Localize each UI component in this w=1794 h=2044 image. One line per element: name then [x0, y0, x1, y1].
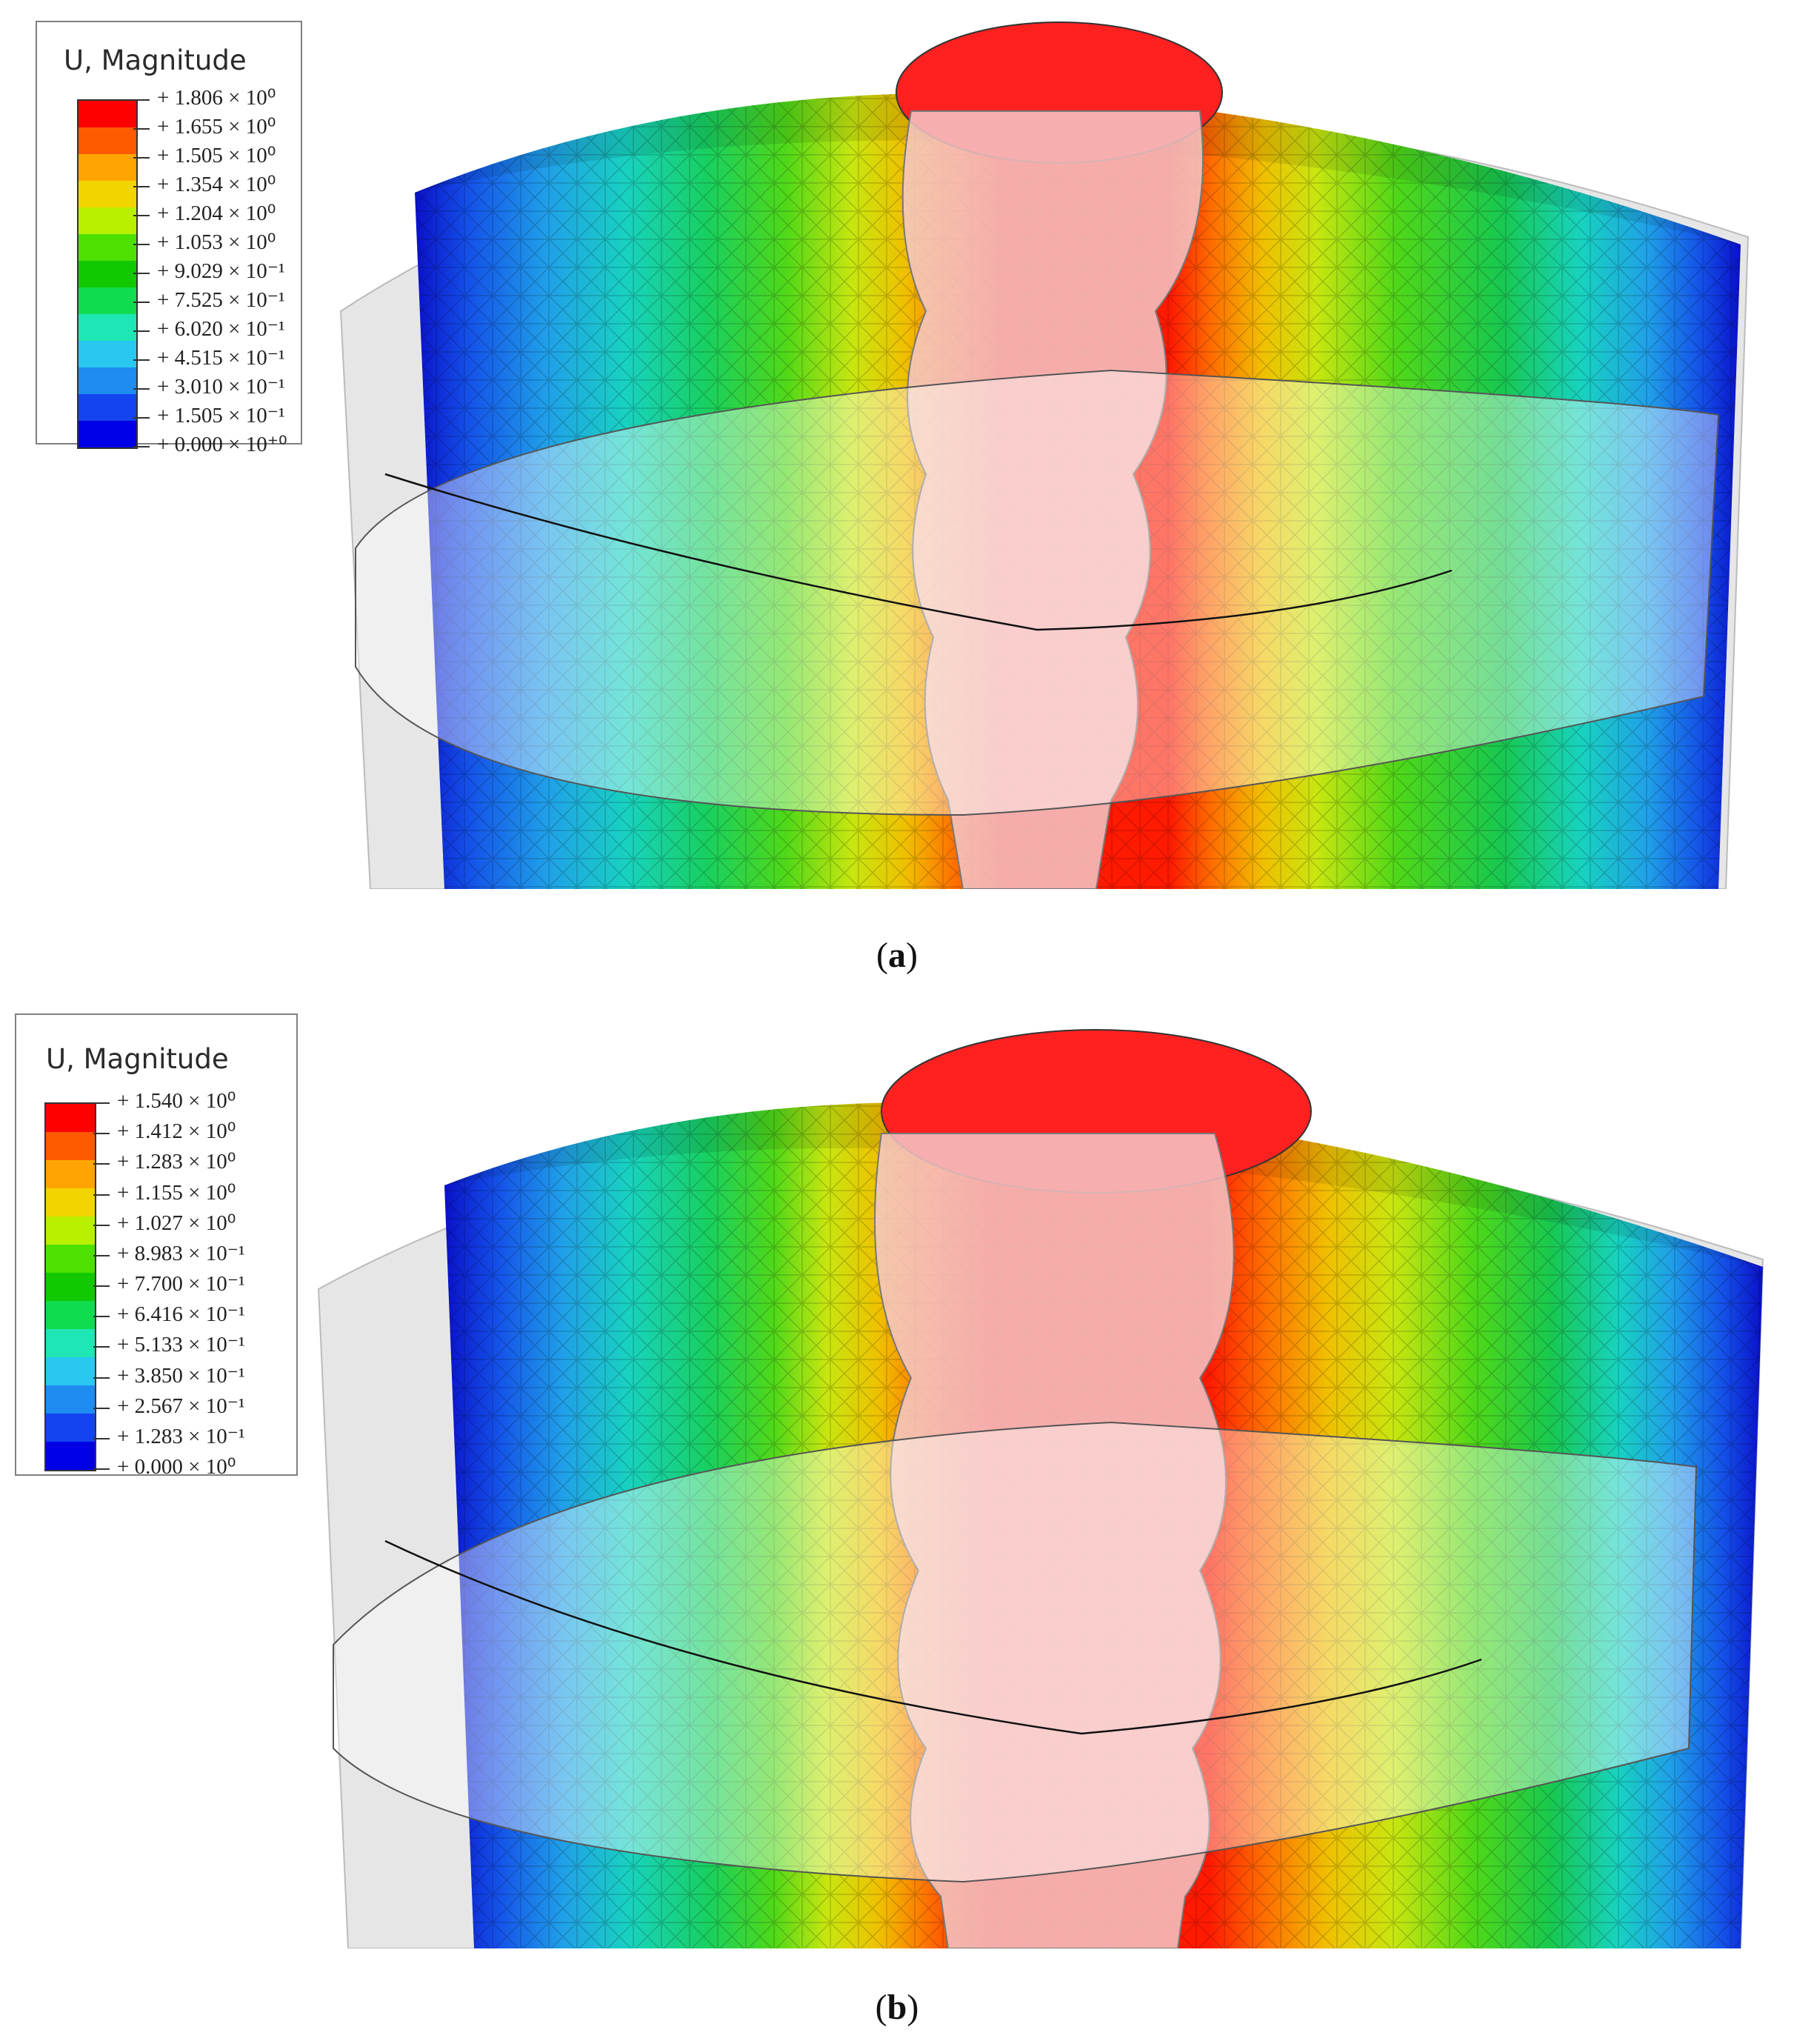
legend-label: + 0.000 × 10⁰ — [117, 1455, 236, 1479]
legend-swatch — [46, 1414, 95, 1442]
legend-swatch — [46, 1216, 95, 1245]
legend-label: + 1.540 × 10⁰ — [117, 1089, 236, 1113]
legend-swatch — [46, 1329, 95, 1357]
legend-swatch — [46, 1245, 95, 1273]
legend-tick — [133, 302, 150, 303]
legend-label: + 2.567 × 10⁻¹ — [117, 1394, 245, 1418]
legend-swatch — [46, 1357, 95, 1385]
legend-tick — [133, 446, 150, 447]
legend-tick — [133, 273, 150, 274]
legend-tick — [133, 215, 150, 216]
legend-tick — [93, 1376, 110, 1379]
legend-tick — [133, 417, 150, 419]
legend-swatch — [79, 367, 136, 394]
legend-tick — [93, 1133, 110, 1135]
legend-swatch — [79, 154, 136, 181]
legend-swatch — [79, 101, 136, 127]
legend-tick — [93, 1102, 110, 1104]
legend-label: + 1.655 × 10⁰ — [157, 115, 276, 139]
legend-label: + 1.053 × 10⁰ — [157, 230, 276, 254]
legend-label: + 4.515 × 10⁻¹ — [157, 346, 285, 370]
legend-label: + 1.283 × 10⁻¹ — [117, 1424, 245, 1448]
legend-tick — [133, 99, 150, 101]
legend-swatch — [46, 1188, 95, 1216]
legend-tick — [133, 359, 150, 361]
legend-label: + 1.806 × 10⁰ — [157, 86, 276, 110]
legend-label: + 6.020 × 10⁻¹ — [157, 317, 285, 341]
legend-swatch — [46, 1104, 95, 1132]
legend-tick — [133, 244, 150, 245]
panel-a: U, Magnitude + 1.806 × 10⁰ + 1.655 × 10⁰ +… — [0, 0, 1794, 1008]
legend-tick — [93, 1254, 110, 1256]
legend-tick — [93, 1437, 110, 1439]
legend-title: U, Magnitude — [64, 44, 247, 76]
legend-tick — [133, 388, 150, 390]
legend-label: + 1.505 × 10⁰ — [157, 144, 276, 167]
legend-swatch — [46, 1160, 95, 1188]
legend-label: + 1.505 × 10⁻¹ — [157, 404, 285, 427]
legend-label: + 0.000 × 10⁺⁰ — [157, 433, 287, 456]
legend-tick — [93, 1194, 110, 1196]
legend-label: + 8.983 × 10⁻¹ — [117, 1241, 245, 1265]
fea-model-render-a — [339, 21, 1750, 889]
legend-swatch — [46, 1132, 95, 1160]
legend-label: + 6.416 × 10⁻¹ — [117, 1302, 245, 1327]
legend-label: + 3.850 × 10⁻¹ — [117, 1363, 245, 1388]
legend-swatch — [79, 314, 136, 341]
legend-swatch — [46, 1301, 95, 1329]
panel-b: U, Magnitude + 1.540 × 10⁰ + 1.412 × 10⁰ +… — [0, 1008, 1794, 2044]
legend-label: + 1.204 × 10⁰ — [157, 202, 276, 225]
legend-tick — [133, 186, 150, 187]
legend-swatch — [79, 127, 136, 154]
legend-tick — [93, 1346, 110, 1348]
color-legend-b: U, Magnitude + 1.540 × 10⁰ + 1.412 × 10⁰ +… — [15, 1013, 298, 1479]
legend-tick — [93, 1407, 110, 1409]
legend-swatch — [79, 341, 136, 367]
legend-label: + 1.027 × 10⁰ — [117, 1211, 236, 1235]
legend-label: + 9.029 × 10⁻¹ — [157, 259, 285, 283]
legend-swatch — [46, 1273, 95, 1301]
caption-b: (b) — [875, 1988, 919, 2027]
legend-swatch — [79, 234, 136, 261]
caption-a: (a) — [876, 936, 918, 975]
legend-tick — [133, 128, 150, 130]
legend-label: + 1.283 × 10⁰ — [117, 1150, 236, 1174]
legend-label: + 1.354 × 10⁰ — [157, 173, 276, 196]
legend-swatch — [79, 287, 136, 314]
legend-swatch — [46, 1442, 95, 1470]
color-legend-a: U, Magnitude + 1.806 × 10⁰ + 1.655 × 10⁰ +… — [36, 21, 302, 456]
caption-letter: a — [888, 936, 906, 975]
legend-tick — [93, 1163, 110, 1165]
legend-tick — [93, 1468, 110, 1470]
legend-swatch — [79, 207, 136, 234]
legend-label: + 1.155 × 10⁰ — [117, 1180, 236, 1205]
legend-swatch — [79, 181, 136, 207]
legend-tick — [93, 1285, 110, 1287]
legend-label: + 1.412 × 10⁰ — [117, 1119, 236, 1144]
legend-tick — [93, 1316, 110, 1318]
legend-swatch — [79, 261, 136, 287]
legend-swatch — [79, 421, 136, 447]
legend-color-bar — [44, 1102, 96, 1471]
legend-title: U, Magnitude — [46, 1043, 229, 1075]
legend-tick — [93, 1224, 110, 1226]
legend-tick — [133, 157, 150, 159]
legend-swatch — [46, 1385, 95, 1414]
legend-label: + 7.700 × 10⁻¹ — [117, 1272, 245, 1296]
legend-label: + 5.133 × 10⁻¹ — [117, 1333, 245, 1357]
legend-swatch — [79, 394, 136, 421]
legend-label: + 7.525 × 10⁻¹ — [157, 288, 285, 312]
legend-color-bar — [77, 99, 138, 449]
legend-tick — [133, 330, 150, 332]
legend-label: + 3.010 × 10⁻¹ — [157, 375, 285, 399]
fea-model-render-b — [317, 1029, 1764, 1948]
caption-letter: b — [887, 1988, 907, 2027]
